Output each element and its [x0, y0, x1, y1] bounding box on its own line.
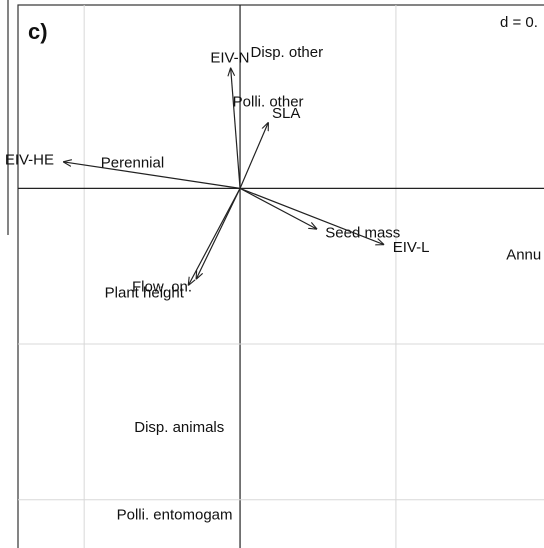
arrow [64, 162, 241, 189]
arrow [239, 123, 268, 189]
arrow [189, 188, 241, 285]
point-label: Disp. animals [134, 419, 224, 436]
arrow [239, 187, 383, 244]
point-label: Polli. entomogam [117, 506, 233, 523]
point-label: Perennial [101, 154, 164, 171]
arrow [196, 188, 241, 278]
panel-label: c) [28, 19, 48, 44]
point-label: Polli. other [233, 94, 304, 111]
point-label: Disp. other [251, 44, 324, 61]
panel-frame [17, 4, 544, 548]
arrow-label: Flow. on. [132, 279, 192, 296]
arrow [239, 187, 316, 228]
arrow-label: EIV-L [393, 239, 430, 256]
arrow-label: Plant height [105, 285, 185, 302]
scale-label: d = 0. [500, 14, 538, 31]
arrow-label: SLA [272, 105, 300, 122]
arrow-label: EIV-HE [5, 151, 54, 168]
grid [18, 5, 544, 548]
arrow [231, 69, 241, 189]
point-label: Annu [506, 246, 541, 263]
arrow-label: Seed mass [325, 225, 400, 242]
arrow-label: EIV-N [210, 49, 249, 66]
